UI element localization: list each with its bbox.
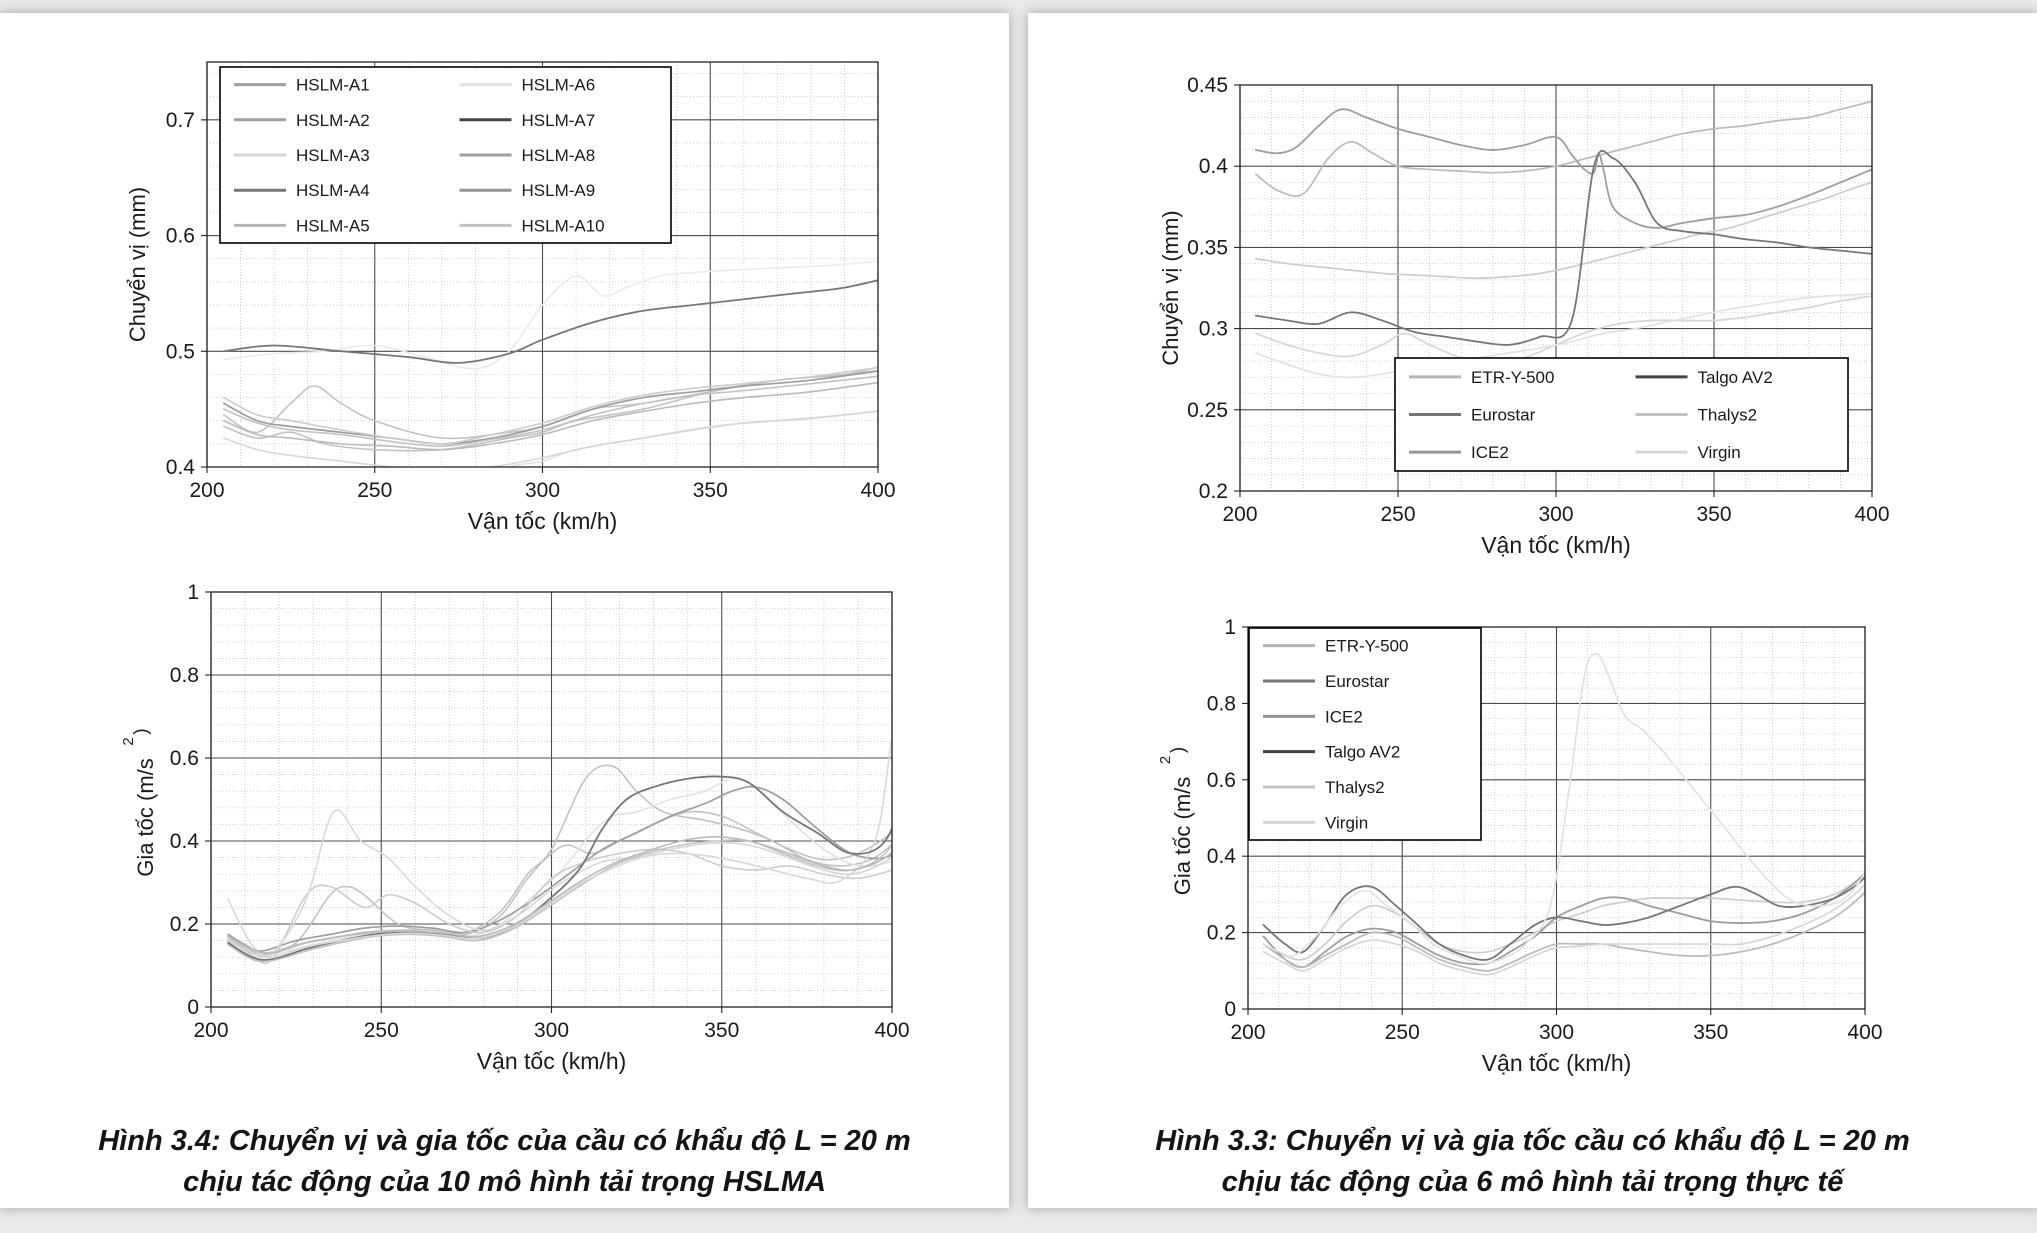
svg-text:0.7: 0.7 bbox=[166, 109, 195, 132]
svg-text:): ) bbox=[131, 728, 152, 734]
svg-text:Gia tốc (m/s: Gia tốc (m/s bbox=[1170, 777, 1195, 896]
svg-text:Eurostar: Eurostar bbox=[1471, 406, 1536, 425]
svg-text:ICE2: ICE2 bbox=[1325, 707, 1363, 726]
svg-text:HSLM-A3: HSLM-A3 bbox=[296, 146, 370, 165]
svg-text:400: 400 bbox=[860, 479, 895, 502]
svg-text:Virgin: Virgin bbox=[1325, 813, 1368, 832]
svg-text:400: 400 bbox=[1854, 503, 1889, 526]
svg-text:Vận tốc (km/h): Vận tốc (km/h) bbox=[477, 1048, 627, 1074]
svg-text:Talgo AV2: Talgo AV2 bbox=[1698, 368, 1773, 387]
svg-text:HSLM-A10: HSLM-A10 bbox=[522, 216, 605, 235]
svg-text:Chuyển vị (mm): Chuyển vị (mm) bbox=[125, 187, 150, 342]
svg-text:Virgin: Virgin bbox=[1698, 443, 1741, 462]
svg-text:Talgo AV2: Talgo AV2 bbox=[1325, 743, 1400, 762]
svg-text:0.45: 0.45 bbox=[1187, 74, 1228, 97]
svg-text:ETR-Y-500: ETR-Y-500 bbox=[1325, 637, 1408, 656]
svg-text:0: 0 bbox=[187, 996, 199, 1019]
svg-text:HSLM-A1: HSLM-A1 bbox=[296, 76, 370, 95]
svg-text:200: 200 bbox=[1222, 503, 1257, 526]
svg-text:HSLM-A7: HSLM-A7 bbox=[522, 111, 596, 130]
svg-text:Vận tốc (km/h): Vận tốc (km/h) bbox=[1481, 532, 1631, 558]
svg-text:0.2: 0.2 bbox=[170, 913, 199, 936]
svg-text:0.35: 0.35 bbox=[1187, 236, 1228, 259]
svg-text:2: 2 bbox=[1157, 756, 1174, 764]
svg-text:250: 250 bbox=[364, 1019, 399, 1042]
svg-text:250: 250 bbox=[1385, 1021, 1420, 1044]
svg-text:300: 300 bbox=[1539, 1021, 1574, 1044]
svg-text:1: 1 bbox=[187, 581, 199, 604]
svg-text:2: 2 bbox=[120, 737, 137, 745]
svg-text:300: 300 bbox=[1538, 503, 1573, 526]
svg-text:HSLM-A5: HSLM-A5 bbox=[296, 216, 370, 235]
svg-text:0.8: 0.8 bbox=[170, 664, 199, 687]
svg-text:0.2: 0.2 bbox=[1207, 922, 1236, 945]
svg-text:400: 400 bbox=[1847, 1021, 1882, 1044]
svg-text:300: 300 bbox=[534, 1019, 569, 1042]
svg-text:0.5: 0.5 bbox=[166, 340, 195, 363]
svg-text:0.4: 0.4 bbox=[170, 830, 200, 853]
svg-text:Thalys2: Thalys2 bbox=[1325, 778, 1385, 797]
svg-text:0.2: 0.2 bbox=[1199, 480, 1228, 503]
svg-text:HSLM-A4: HSLM-A4 bbox=[296, 181, 370, 200]
svg-text:200: 200 bbox=[189, 479, 224, 502]
svg-text:Chuyển vị (mm): Chuyển vị (mm) bbox=[1158, 210, 1183, 365]
svg-text:350: 350 bbox=[1696, 503, 1731, 526]
svg-text:0.8: 0.8 bbox=[1207, 692, 1236, 715]
svg-text:): ) bbox=[1168, 747, 1189, 753]
svg-text:350: 350 bbox=[1693, 1021, 1728, 1044]
svg-text:350: 350 bbox=[704, 1019, 739, 1042]
svg-text:0.4: 0.4 bbox=[166, 456, 196, 479]
svg-text:0.6: 0.6 bbox=[1207, 769, 1236, 792]
svg-text:HSLM-A6: HSLM-A6 bbox=[522, 76, 596, 95]
svg-text:1: 1 bbox=[1224, 616, 1236, 639]
svg-text:300: 300 bbox=[525, 479, 560, 502]
svg-text:250: 250 bbox=[1380, 503, 1415, 526]
svg-text:200: 200 bbox=[1230, 1021, 1265, 1044]
svg-text:0.6: 0.6 bbox=[170, 747, 199, 770]
svg-text:0.25: 0.25 bbox=[1187, 399, 1228, 422]
svg-text:0.6: 0.6 bbox=[166, 225, 195, 248]
svg-text:0.4: 0.4 bbox=[1207, 845, 1237, 868]
svg-text:Vận tốc (km/h): Vận tốc (km/h) bbox=[468, 508, 618, 534]
svg-text:400: 400 bbox=[874, 1019, 909, 1042]
svg-text:0: 0 bbox=[1224, 998, 1236, 1021]
svg-text:250: 250 bbox=[357, 479, 392, 502]
svg-text:Thalys2: Thalys2 bbox=[1698, 406, 1758, 425]
svg-text:Eurostar: Eurostar bbox=[1325, 672, 1390, 691]
svg-text:ETR-Y-500: ETR-Y-500 bbox=[1471, 368, 1554, 387]
svg-text:ICE2: ICE2 bbox=[1471, 443, 1509, 462]
svg-text:HSLM-A2: HSLM-A2 bbox=[296, 111, 370, 130]
svg-text:Vận tốc (km/h): Vận tốc (km/h) bbox=[1482, 1050, 1632, 1076]
svg-text:0.3: 0.3 bbox=[1199, 318, 1228, 341]
svg-text:200: 200 bbox=[193, 1019, 228, 1042]
svg-text:Gia tốc (m/s: Gia tốc (m/s bbox=[133, 758, 158, 877]
svg-text:HSLM-A9: HSLM-A9 bbox=[522, 181, 596, 200]
svg-text:350: 350 bbox=[693, 479, 728, 502]
svg-text:0.4: 0.4 bbox=[1199, 155, 1229, 178]
svg-text:HSLM-A8: HSLM-A8 bbox=[522, 146, 596, 165]
